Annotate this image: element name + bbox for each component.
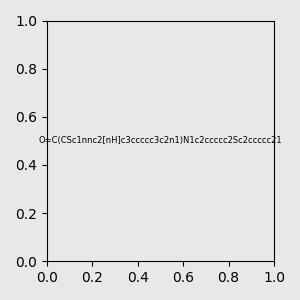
Text: O=C(CSc1nnc2[nH]c3ccccc3c2n1)N1c2ccccc2Sc2ccccc21: O=C(CSc1nnc2[nH]c3ccccc3c2n1)N1c2ccccc2S… <box>38 136 282 146</box>
